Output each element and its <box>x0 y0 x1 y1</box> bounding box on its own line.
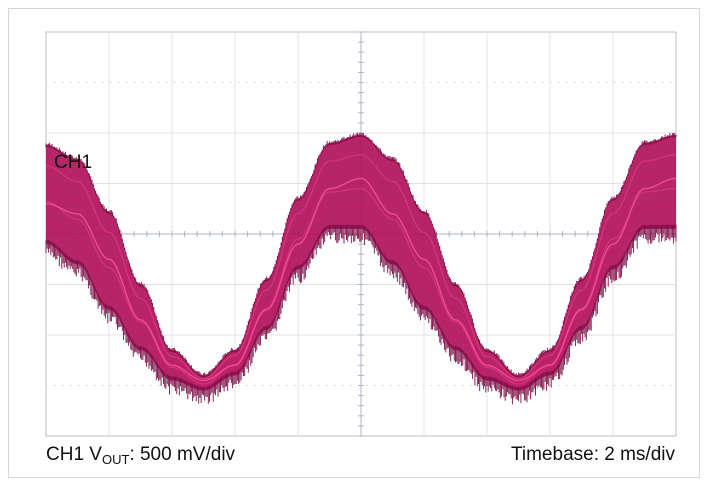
trace-center <box>45 177 677 382</box>
trace-noise <box>45 132 677 405</box>
vertical-scale-readout: CH1 VOUT: 500 mV/div <box>46 444 235 467</box>
trace-strand <box>45 204 676 388</box>
timebase-readout: Timebase: 2 ms/div <box>510 444 675 465</box>
signal-main: V <box>89 444 102 465</box>
trace-envelope <box>46 135 676 391</box>
trace-strand <box>45 171 676 382</box>
signal-sub: OUT <box>101 452 130 467</box>
ch1-trace <box>45 132 677 405</box>
volts-per-div: : 500 mV/div <box>129 444 236 465</box>
trace-strand <box>45 154 677 380</box>
channel-name: CH1 <box>46 444 85 465</box>
channel-label: CH1 <box>54 152 93 173</box>
